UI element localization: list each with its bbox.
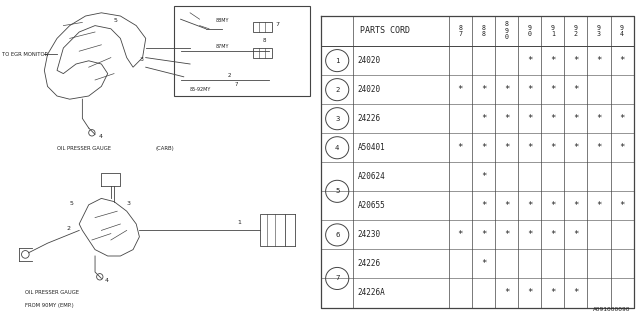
Text: 9
3: 9 3 <box>597 25 601 37</box>
Text: 24226A: 24226A <box>358 289 386 298</box>
Text: *: * <box>481 172 486 181</box>
Text: 87MY: 87MY <box>216 44 229 49</box>
Text: OIL PRESSER GAUGE: OIL PRESSER GAUGE <box>57 146 111 151</box>
Text: A20655: A20655 <box>358 201 386 210</box>
Text: *: * <box>527 289 532 298</box>
Text: *: * <box>481 143 486 152</box>
Text: *: * <box>527 56 532 65</box>
Text: 1: 1 <box>335 58 339 64</box>
Text: *: * <box>550 230 556 239</box>
Text: *: * <box>620 201 625 210</box>
Text: *: * <box>481 85 486 94</box>
Text: 5: 5 <box>114 18 118 23</box>
Text: *: * <box>527 85 532 94</box>
Text: 7: 7 <box>335 276 339 282</box>
Text: 1: 1 <box>237 220 241 225</box>
Text: *: * <box>620 114 625 123</box>
Text: *: * <box>458 230 463 239</box>
Bar <box>260 214 285 246</box>
Text: *: * <box>596 56 602 65</box>
Text: *: * <box>504 143 509 152</box>
Text: 85-92MY: 85-92MY <box>190 87 211 92</box>
Text: 9
2: 9 2 <box>574 25 578 37</box>
Text: 24230: 24230 <box>358 230 381 239</box>
Text: *: * <box>481 230 486 239</box>
Text: *: * <box>573 85 579 94</box>
Text: *: * <box>481 260 486 268</box>
Text: *: * <box>527 201 532 210</box>
Text: 8
9
0: 8 9 0 <box>504 21 509 40</box>
Text: 4: 4 <box>98 134 102 139</box>
Text: *: * <box>504 85 509 94</box>
Text: 8
7: 8 7 <box>458 25 462 37</box>
Text: *: * <box>504 114 509 123</box>
Text: 2: 2 <box>228 73 232 78</box>
Text: (CARB): (CARB) <box>156 146 174 151</box>
Text: A091000090: A091000090 <box>593 307 630 312</box>
Text: 8: 8 <box>263 37 266 43</box>
Text: *: * <box>620 56 625 65</box>
Text: *: * <box>550 114 556 123</box>
Text: FROM 90MY (EMP.): FROM 90MY (EMP.) <box>26 303 74 308</box>
Text: *: * <box>550 85 556 94</box>
Text: 7: 7 <box>234 82 238 87</box>
Text: *: * <box>504 230 509 239</box>
Text: 3: 3 <box>127 201 131 206</box>
Text: 6: 6 <box>335 232 339 238</box>
Bar <box>253 48 273 58</box>
Text: *: * <box>550 143 556 152</box>
Text: 24226: 24226 <box>358 260 381 268</box>
Text: *: * <box>550 56 556 65</box>
Text: 9
4: 9 4 <box>620 25 624 37</box>
Text: *: * <box>527 143 532 152</box>
Bar <box>253 22 273 32</box>
Text: *: * <box>458 85 463 94</box>
Text: *: * <box>620 143 625 152</box>
Text: 3: 3 <box>140 57 143 62</box>
Text: 24226: 24226 <box>358 114 381 123</box>
Bar <box>174 6 310 96</box>
Text: *: * <box>596 201 602 210</box>
Text: OIL PRESSER GAUGE: OIL PRESSER GAUGE <box>26 291 79 295</box>
Text: *: * <box>573 230 579 239</box>
Text: *: * <box>573 143 579 152</box>
Text: 3: 3 <box>335 116 339 122</box>
Text: 24020: 24020 <box>358 56 381 65</box>
Text: *: * <box>481 114 486 123</box>
Text: *: * <box>458 143 463 152</box>
Text: *: * <box>573 56 579 65</box>
Text: 8
8: 8 8 <box>481 25 485 37</box>
Text: 2: 2 <box>335 87 339 93</box>
Text: *: * <box>550 289 556 298</box>
Text: 5: 5 <box>70 201 74 206</box>
Text: *: * <box>504 289 509 298</box>
Text: *: * <box>527 230 532 239</box>
Text: TO EGR MONITOR: TO EGR MONITOR <box>1 52 48 57</box>
Text: *: * <box>550 201 556 210</box>
Text: *: * <box>527 114 532 123</box>
Text: 4: 4 <box>335 145 339 151</box>
Text: *: * <box>504 201 509 210</box>
Text: 24020: 24020 <box>358 85 381 94</box>
Text: *: * <box>573 201 579 210</box>
Text: *: * <box>573 114 579 123</box>
Text: 5: 5 <box>335 188 339 194</box>
Text: 88MY: 88MY <box>216 18 229 23</box>
Text: 4: 4 <box>104 277 109 283</box>
Text: 7: 7 <box>276 21 280 27</box>
Text: *: * <box>596 143 602 152</box>
Text: *: * <box>481 201 486 210</box>
Text: *: * <box>573 289 579 298</box>
Text: PARTS CORD: PARTS CORD <box>360 26 410 36</box>
Text: 9
0: 9 0 <box>527 25 532 37</box>
Text: *: * <box>596 114 602 123</box>
Text: 2: 2 <box>67 227 70 231</box>
Text: 9
1: 9 1 <box>551 25 555 37</box>
Text: A50401: A50401 <box>358 143 386 152</box>
Text: A20624: A20624 <box>358 172 386 181</box>
